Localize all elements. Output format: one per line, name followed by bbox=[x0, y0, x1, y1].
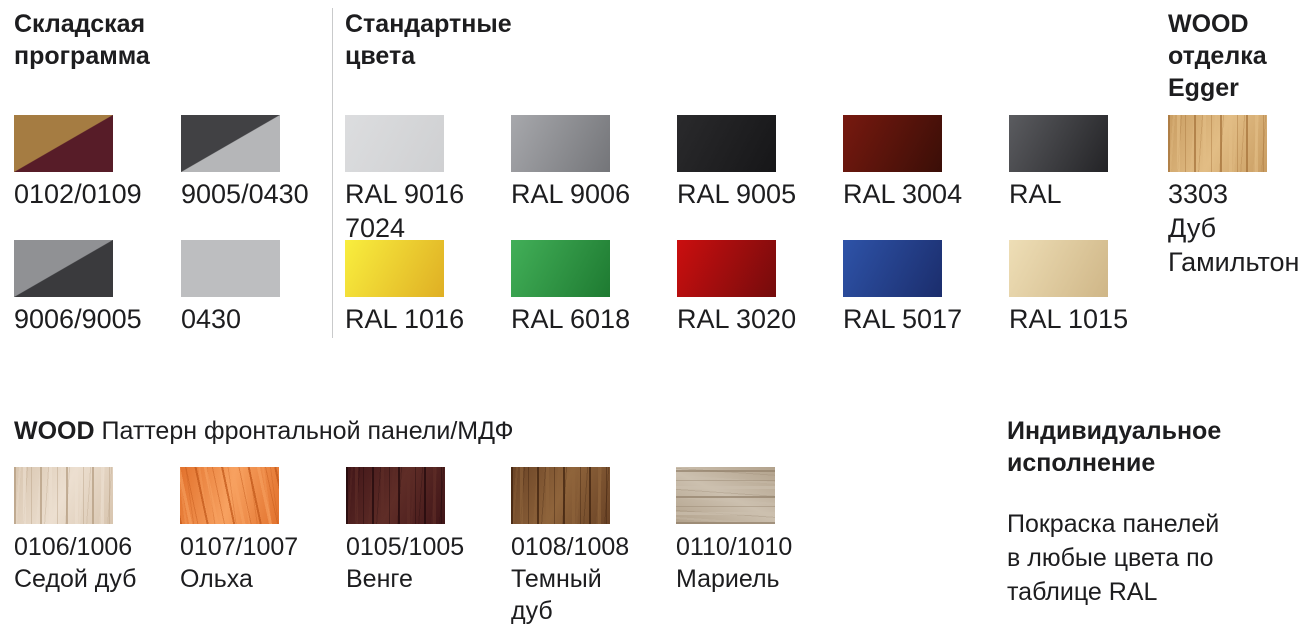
swatch-label: 0108/1008 Темный дуб bbox=[511, 533, 630, 625]
swatch-label: RAL 5017 bbox=[843, 304, 963, 334]
wood-swatch-0107-1007-alder bbox=[180, 467, 279, 524]
swatch-label: RAL 3020 bbox=[677, 304, 797, 334]
swatch-label: 0107/1007 Ольха bbox=[180, 533, 299, 593]
color-swatch-ral-9005 bbox=[677, 115, 776, 172]
color-swatch-ral-9016 bbox=[345, 115, 444, 172]
stock-program-heading: Складская программа bbox=[14, 8, 150, 72]
swatch-cell-0430: 0430 bbox=[181, 240, 343, 336]
color-swatch-ral bbox=[1009, 115, 1108, 172]
custom-execution-heading: Индивидуальное исполнение bbox=[1007, 417, 1222, 477]
wood-swatch-0106-1006-gray-oak bbox=[14, 467, 113, 524]
swatch-cell-0108-1008: 0108/1008 Темный дуб bbox=[511, 467, 673, 627]
swatch-cell-ral-1016: RAL 1016 bbox=[345, 240, 507, 336]
heading-line: программа bbox=[14, 42, 150, 70]
color-swatch-9006-9005 bbox=[14, 240, 113, 297]
swatch-cell-ral-6018: RAL 6018 bbox=[511, 240, 673, 336]
swatch-cell-ral-9006: RAL 9006 bbox=[511, 115, 673, 211]
swatch-cell-ral-9016: RAL 9016 7024 bbox=[345, 115, 507, 245]
color-swatch-ral-1016 bbox=[345, 240, 444, 297]
swatch-label: 0430 bbox=[181, 304, 242, 334]
swatch-cell-9006-9005: 9006/9005 bbox=[14, 240, 176, 336]
wood-egger-heading: WOOD отделка Egger bbox=[1168, 10, 1267, 102]
swatch-label: 0102/0109 bbox=[14, 179, 142, 209]
swatch-label: 0105/1005 Венге bbox=[346, 533, 465, 593]
swatch-label: RAL 3004 bbox=[843, 179, 963, 209]
swatch-cell-ral-5017: RAL 5017 bbox=[843, 240, 1005, 336]
swatch-cell-9005-0430: 9005/0430 bbox=[181, 115, 343, 211]
wood-swatch-0110-1010-mariel bbox=[676, 467, 775, 524]
swatch-cell-ral-1015: RAL 1015 bbox=[1009, 240, 1171, 336]
wood-swatch-3303-hamilton-oak bbox=[1168, 115, 1267, 172]
swatch-label: RAL 1015 bbox=[1009, 304, 1129, 334]
swatch-label: RAL 9005 bbox=[677, 179, 797, 209]
swatch-cell-3303-hamilton-oak: 3303 Дуб Гамильтон bbox=[1168, 115, 1313, 279]
swatch-cell-ral-3004: RAL 3004 bbox=[843, 115, 1005, 211]
swatch-label: 0106/1006 Седой дуб bbox=[14, 533, 137, 593]
swatch-label: 0110/1010 Мариель bbox=[676, 533, 793, 593]
color-swatch-0430 bbox=[181, 240, 280, 297]
swatch-label: 9006/9005 bbox=[14, 304, 142, 334]
swatch-cell-0106-1006: 0106/1006 Седой дуб bbox=[14, 467, 176, 595]
color-swatch-ral-3004 bbox=[843, 115, 942, 172]
swatch-cell-0102-0109: 0102/0109 bbox=[14, 115, 176, 211]
wood-swatch-0105-1005-wenge bbox=[346, 467, 445, 524]
color-swatch-ral-9006 bbox=[511, 115, 610, 172]
swatch-label: 9005/0430 bbox=[181, 179, 309, 209]
swatch-cell-ral-9005: RAL 9005 bbox=[677, 115, 839, 211]
custom-execution-description: Покраска панелей в любые цвета по таблиц… bbox=[1007, 510, 1220, 606]
color-swatch-ral-3020 bbox=[677, 240, 776, 297]
wood-swatch-0108-1008-dark-oak bbox=[511, 467, 610, 524]
swatch-label: RAL 9006 bbox=[511, 179, 631, 209]
swatch-cell-0107-1007: 0107/1007 Ольха bbox=[180, 467, 342, 595]
standard-colors-heading: Стандартные цвета bbox=[345, 10, 512, 70]
swatch-label: RAL 6018 bbox=[511, 304, 631, 334]
color-swatch-ral-6018 bbox=[511, 240, 610, 297]
swatch-label: RAL bbox=[1009, 179, 1062, 209]
swatch-cell-0110-1010: 0110/1010 Мариель bbox=[676, 467, 838, 595]
swatch-cell-0105-1005: 0105/1005 Венге bbox=[346, 467, 508, 595]
swatch-label: RAL 1016 bbox=[345, 304, 465, 334]
wood-mdf-heading: WOOD Паттерн фронтальной панели/МДФ bbox=[14, 417, 514, 445]
swatch-label: 3303 Дуб Гамильтон bbox=[1168, 179, 1300, 277]
color-swatch-9005-0430 bbox=[181, 115, 280, 172]
color-swatch-ral-5017 bbox=[843, 240, 942, 297]
color-swatch-ral-1015 bbox=[1009, 240, 1108, 297]
swatch-cell-ral-3020: RAL 3020 bbox=[677, 240, 839, 336]
swatch-cell-ral: RAL bbox=[1009, 115, 1171, 211]
heading-line: Складская bbox=[14, 10, 146, 38]
color-swatch-0102-0109 bbox=[14, 115, 113, 172]
section-divider bbox=[332, 8, 333, 338]
swatch-label: RAL 9016 7024 bbox=[345, 179, 465, 243]
